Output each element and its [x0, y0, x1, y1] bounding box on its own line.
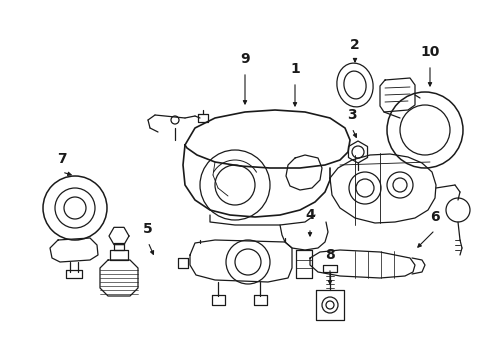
- Text: 5: 5: [143, 222, 153, 236]
- Text: 9: 9: [240, 52, 249, 66]
- Text: 3: 3: [346, 108, 356, 122]
- Text: 4: 4: [305, 208, 314, 222]
- Text: 8: 8: [325, 248, 334, 262]
- Text: 2: 2: [349, 38, 359, 52]
- Text: 6: 6: [429, 210, 439, 224]
- Text: 7: 7: [57, 152, 67, 166]
- Text: 10: 10: [420, 45, 439, 59]
- Text: 1: 1: [289, 62, 299, 76]
